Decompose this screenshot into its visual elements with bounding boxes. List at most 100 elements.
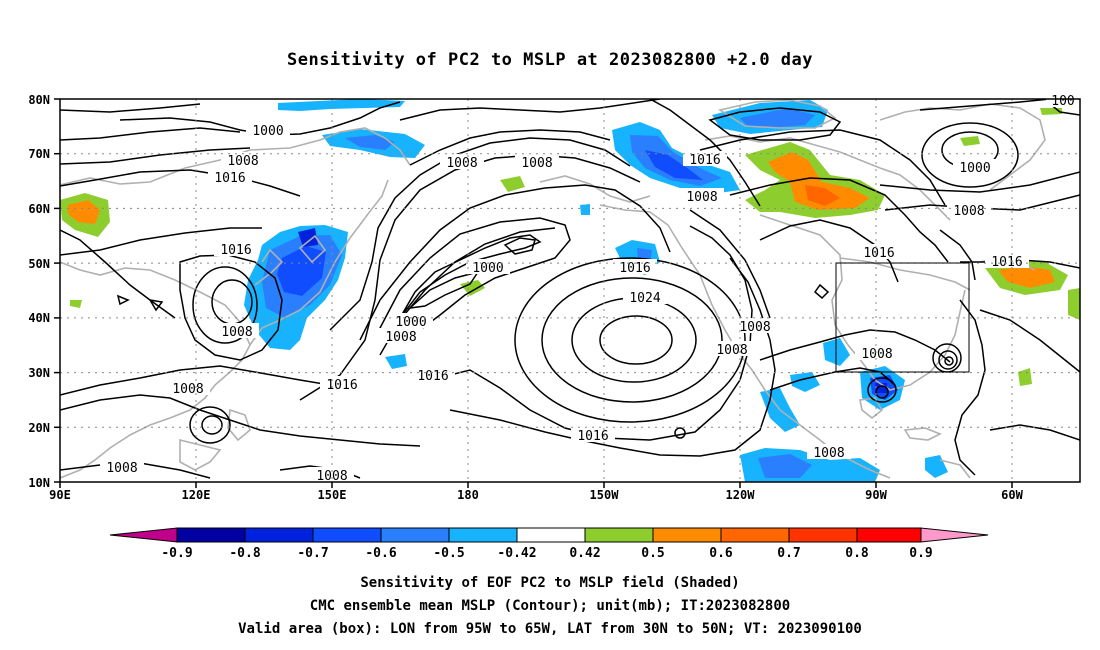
contour-line — [879, 171, 1080, 193]
colorbar-label: -0.9 — [161, 546, 192, 561]
colorbar-label: -0.8 — [229, 546, 260, 561]
contour-label: 1008 — [861, 347, 892, 362]
contour-line — [649, 99, 761, 207]
colorbar-label: 0.8 — [845, 546, 869, 561]
contour-label: 1008 — [385, 330, 416, 345]
shade-patch — [925, 455, 948, 478]
colorbar-cells — [176, 527, 922, 543]
contour-line — [674, 427, 686, 439]
contour-line — [867, 377, 897, 403]
coastline — [903, 427, 942, 441]
lat-label: 80N — [28, 93, 50, 107]
contour-label: 1008 — [221, 325, 252, 340]
lon-label: 150W — [590, 488, 620, 502]
shade-patch — [345, 135, 395, 150]
contour-label: 1000 — [959, 161, 990, 176]
contour-label: 1008 — [739, 320, 770, 335]
axis-ticks — [54, 98, 1013, 488]
contour-label: 1008 — [813, 446, 844, 461]
contour-line — [201, 415, 223, 435]
coastline — [759, 214, 966, 391]
coastline — [539, 175, 651, 203]
contour-label: 1008 — [521, 156, 552, 171]
lat-lon-grid — [60, 99, 1080, 482]
coastline — [227, 408, 251, 442]
lat-label: 10N — [28, 476, 50, 490]
colorbar-low-triangle — [109, 527, 178, 543]
colorbar-labels: -0.9 -0.8 -0.7 -0.6 -0.5 -0.42 0.42 0.5 … — [161, 546, 932, 561]
colorbar-cell — [720, 527, 790, 543]
contour-line — [729, 177, 949, 263]
colorbar-high-triangle — [920, 527, 989, 543]
shade-patch — [385, 354, 407, 369]
colorbar-cell — [584, 527, 654, 543]
contour-label: 1008 — [716, 343, 747, 358]
contour-line — [329, 137, 631, 331]
contour-line — [179, 254, 283, 361]
coastline — [249, 179, 389, 346]
contour-label: 1008 — [686, 190, 717, 205]
contour-line — [979, 309, 1080, 373]
shade-patch — [277, 246, 326, 296]
contour-line — [939, 229, 976, 281]
contour-line — [60, 169, 301, 197]
colorbar-label: 0.5 — [641, 546, 664, 561]
contour-line — [60, 229, 176, 319]
coastline — [60, 127, 411, 186]
contour-line — [299, 154, 641, 401]
contour-line — [875, 385, 889, 399]
coastline — [60, 261, 251, 479]
contour-label: 1016 — [689, 153, 720, 168]
contour-label: 1016 — [577, 429, 608, 444]
contour-label: 1000 — [395, 315, 426, 330]
colorbar-label: 0.6 — [709, 546, 733, 561]
colorbar-cell — [652, 527, 722, 543]
contour-label: 1000 — [252, 124, 283, 139]
coastline — [879, 103, 1046, 191]
lat-axis: 80N 70N 60N 50N 40N 30N 20N 10N — [28, 93, 50, 490]
lon-label: 150E — [318, 488, 347, 502]
coastline — [717, 99, 837, 129]
contour-line — [769, 367, 896, 391]
contour-line — [689, 209, 771, 319]
lat-label: 40N — [28, 311, 50, 325]
contour-label: 1008 — [446, 156, 477, 171]
caption-valid-area: Valid area (box): LON from 95W to 65W, L… — [238, 621, 862, 637]
contour-line — [192, 266, 258, 344]
colorbar-cell — [856, 527, 922, 543]
contour-line — [359, 184, 671, 341]
colorbar-cell — [448, 527, 518, 543]
contour-label-layer: 1000 1008 1016 1016 1016 1008 1008 1008 … — [100, 92, 1080, 484]
contour-line — [541, 277, 723, 403]
coastline — [179, 438, 222, 471]
colorbar-cell — [380, 527, 450, 543]
coastline — [254, 248, 284, 286]
shade-patch — [580, 204, 590, 215]
contour-line — [503, 237, 536, 255]
contour-line — [599, 315, 673, 365]
contour-line — [60, 365, 331, 396]
plot-frame — [59, 98, 1081, 483]
map-title: Sensitivity of PC2 to MSLP at 2023082800… — [286, 50, 813, 70]
contour-line — [944, 356, 954, 366]
lat-label: 20N — [28, 421, 50, 435]
contour-label: 1008 — [316, 469, 347, 484]
contour-label: 1008 — [227, 154, 258, 169]
shade-patch — [500, 176, 525, 192]
shade-patch — [805, 185, 840, 206]
colorbar-label: 0.42 — [569, 546, 600, 561]
caption-shading: Sensitivity of EOF PC2 to MSLP field (Sh… — [360, 575, 740, 591]
lon-label: 60W — [1001, 488, 1023, 502]
contour-line — [60, 103, 201, 113]
contour-line — [60, 147, 251, 165]
shade-patch — [768, 152, 870, 210]
shade-patch — [645, 150, 703, 180]
colorbar: -0.9 -0.8 -0.7 -0.6 -0.5 -0.42 0.42 0.5 … — [109, 527, 989, 561]
contour-line — [759, 219, 899, 283]
contour-line — [514, 257, 746, 423]
shade-patch — [70, 300, 82, 308]
shade-patch — [278, 99, 405, 111]
coastlines — [60, 99, 1046, 479]
lon-label: 90W — [865, 488, 887, 502]
